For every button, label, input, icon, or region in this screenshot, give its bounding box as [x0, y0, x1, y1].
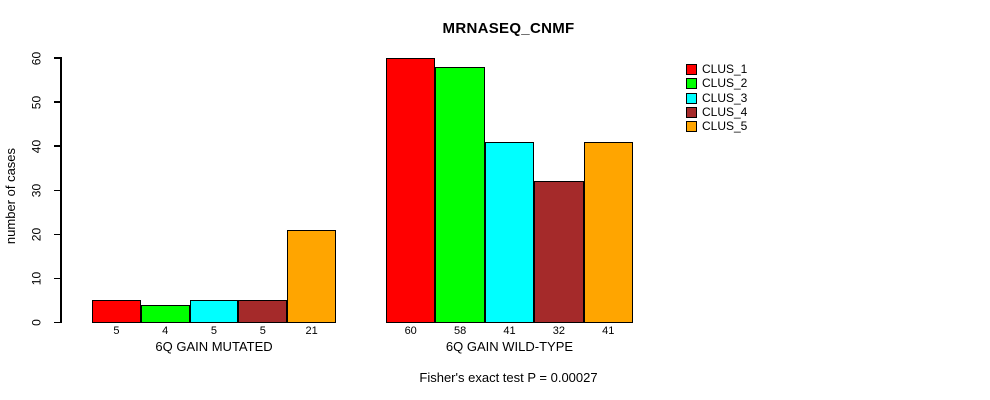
y-tick-label: 20 [29, 227, 44, 242]
legend-label: CLUS_5 [702, 119, 748, 134]
y-tick [54, 233, 61, 236]
y-tick [54, 277, 61, 280]
y-tick-label: 0 [29, 319, 44, 326]
group-label-wild-type: 6Q GAIN WILD-TYPE [445, 339, 574, 354]
legend-swatch [686, 106, 697, 118]
bar-value-label: 32 [552, 325, 565, 337]
legend-swatch [686, 78, 697, 90]
bar-value-label: 5 [259, 325, 266, 337]
legend-swatch [686, 64, 697, 75]
legend-label: CLUS_1 [702, 62, 748, 76]
y-tick [54, 145, 61, 147]
bar-clus-1-group1 [92, 300, 141, 323]
group-label-mutated: 6Q GAIN MUTATED [155, 339, 273, 354]
bar-clus-4-group2 [534, 181, 584, 323]
chart-title: MRNASEQ_CNMF [442, 20, 575, 37]
bar-clus-2-group1 [140, 304, 190, 323]
bar-clus-3-group2 [484, 141, 535, 323]
y-tick-label: 40 [29, 139, 44, 153]
legend-label: CLUS_3 [702, 90, 748, 105]
y-tick [54, 57, 61, 59]
y-tick-label: 60 [29, 51, 44, 65]
bar-clus-3-group1 [189, 300, 239, 323]
bar-value-label: 5 [210, 325, 218, 337]
bar-clus-5-group2 [583, 141, 633, 323]
bar-value-label: 5 [113, 325, 120, 337]
y-tick-label: 10 [29, 271, 44, 286]
legend-label: CLUS_2 [702, 76, 748, 91]
legend-label: CLUS_4 [702, 104, 748, 119]
y-tick-label: 50 [29, 95, 44, 109]
legend-swatch [686, 92, 697, 104]
bar-clus-5-group1 [287, 229, 336, 323]
bar-clus-4-group1 [238, 300, 288, 323]
y-tick [54, 101, 61, 103]
bar-value-label: 41 [602, 325, 615, 337]
bar-value-label: 4 [162, 325, 169, 337]
fisher-test-annotation: Fisher's exact test P = 0.00027 [419, 370, 598, 385]
y-tick [54, 321, 61, 324]
bar-clus-1-group2 [386, 58, 436, 323]
bar-value-label: 58 [453, 325, 467, 337]
y-axis-label: number of cases [3, 147, 18, 245]
bar-value-label: 41 [503, 325, 516, 337]
bar-value-label: 21 [305, 325, 318, 337]
y-tick [54, 189, 61, 191]
y-tick-label: 30 [29, 183, 44, 197]
bar-value-label: 60 [404, 325, 417, 337]
legend-swatch [686, 121, 697, 133]
bar-clus-2-group2 [435, 66, 485, 323]
